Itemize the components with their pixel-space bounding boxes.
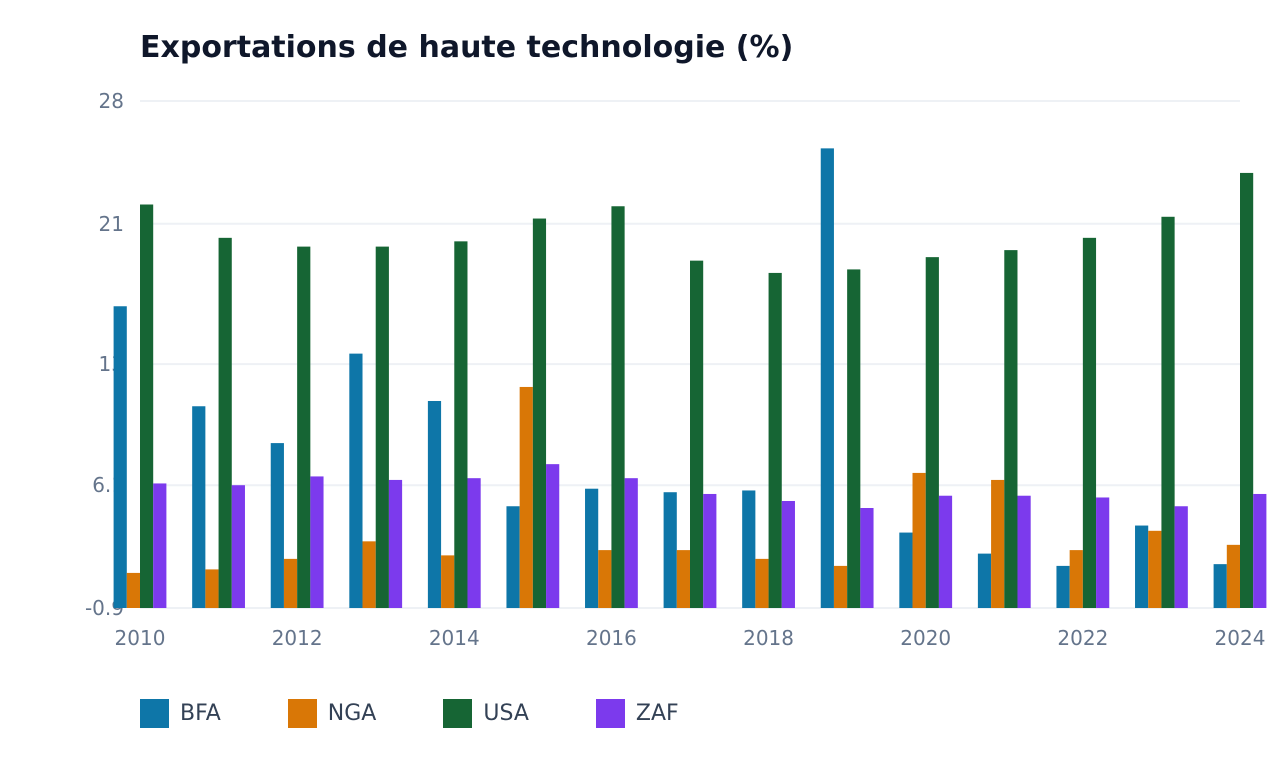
bar-bfa-2017 [663,492,677,608]
bar-nga-2012 [283,558,298,608]
bar-zaf-2010 [153,483,167,608]
bar-zaf-2022 [1096,497,1110,608]
bar-bfa-2014 [427,400,442,608]
bar-usa-2020 [925,257,939,608]
bar-bfa-2023 [1135,525,1149,608]
bar-usa-2015 [532,218,547,608]
x-tick-label: 2010 [115,626,166,650]
bar-nga-2014 [441,555,455,608]
bar-zaf-2024 [1253,493,1267,608]
bar-zaf-2016 [624,478,638,608]
bar-nga-2017 [676,550,690,608]
bar-bfa-2015 [506,506,520,608]
legend-item-nga: NGA [287,699,377,728]
x-tick-label: 2022 [1057,626,1108,650]
y-tick-label: 28 [99,89,124,113]
legend-swatch [443,699,473,728]
bar-zaf-2011 [231,485,245,608]
x-tick-label: 2018 [743,626,794,650]
bar-zaf-2015 [546,464,560,608]
legend-label: USA [483,701,529,726]
bar-zaf-2018 [781,500,795,608]
bar-usa-2022 [1082,237,1097,608]
bar-nga-2022 [1069,550,1083,608]
bar-usa-2016 [611,206,625,608]
bar-usa-2013 [375,246,389,608]
bar-nga-2013 [362,541,376,608]
x-tick-label: 2024 [1215,626,1266,650]
bar-bfa-2020 [899,532,913,608]
x-axis-ticks: 2010 2012 2014 2016 2018 2020 2022 2024 [115,626,1266,650]
legend-label: ZAF [635,701,679,726]
legend-label: BFA [180,701,221,726]
bar-zaf-2020 [938,495,953,608]
bar-zaf-2012 [310,476,324,608]
bar-zaf-2017 [703,493,717,608]
x-tick-label: 2014 [429,626,480,650]
legend-item-usa: USA [443,699,529,728]
bar-bfa-2011 [192,406,206,608]
bar-usa-2019 [847,269,861,608]
bar-usa-2024 [1240,172,1254,608]
x-tick-label: 2016 [586,626,637,650]
bar-usa-2014 [454,241,468,609]
bar-zaf-2019 [860,508,874,608]
bar-nga-2010 [126,572,140,608]
legend: BFA NGA USA ZAF [140,699,746,728]
legend-swatch [140,699,169,728]
bar-bfa-2022 [1056,565,1070,608]
bar-bfa-2019 [820,148,834,609]
bar-nga-2015 [519,386,533,608]
bars [113,148,1267,609]
bar-nga-2023 [1148,530,1162,608]
bar-bfa-2024 [1213,564,1227,608]
bar-bfa-2016 [585,488,599,608]
bar-nga-2019 [833,565,848,608]
legend-swatch [595,699,625,728]
bar-bfa-2010 [113,306,127,608]
bar-usa-2012 [297,246,311,608]
x-tick-label: 2012 [272,626,323,650]
legend-item-bfa: BFA [140,699,221,728]
bar-zaf-2013 [388,479,403,608]
bar-nga-2021 [991,479,1005,608]
bar-zaf-2014 [467,478,481,608]
bar-usa-2023 [1161,216,1175,608]
bar-nga-2018 [755,558,769,608]
bar-bfa-2013 [349,353,363,608]
bar-usa-2018 [768,272,782,608]
bar-bfa-2021 [977,553,992,608]
bar-usa-2010 [140,204,154,608]
bar-bfa-2018 [742,490,756,608]
legend-swatch [287,699,317,728]
x-tick-label: 2020 [900,626,951,650]
bar-nga-2020 [912,472,926,608]
chart-title: Exportations de haute technologie (%) [140,30,794,65]
y-tick-label: 21 [99,212,124,236]
bar-zaf-2023 [1174,506,1188,608]
bar-usa-2011 [218,237,232,608]
legend-label: NGA [327,701,377,726]
bar-bfa-2012 [270,443,284,608]
bar-zaf-2021 [1017,495,1031,608]
bar-nga-2024 [1226,544,1240,608]
bar-nga-2011 [205,569,219,608]
bar-usa-2021 [1004,250,1018,608]
bar-usa-2017 [690,260,704,608]
legend-item-zaf: ZAF [595,699,679,728]
bar-nga-2016 [598,550,612,608]
